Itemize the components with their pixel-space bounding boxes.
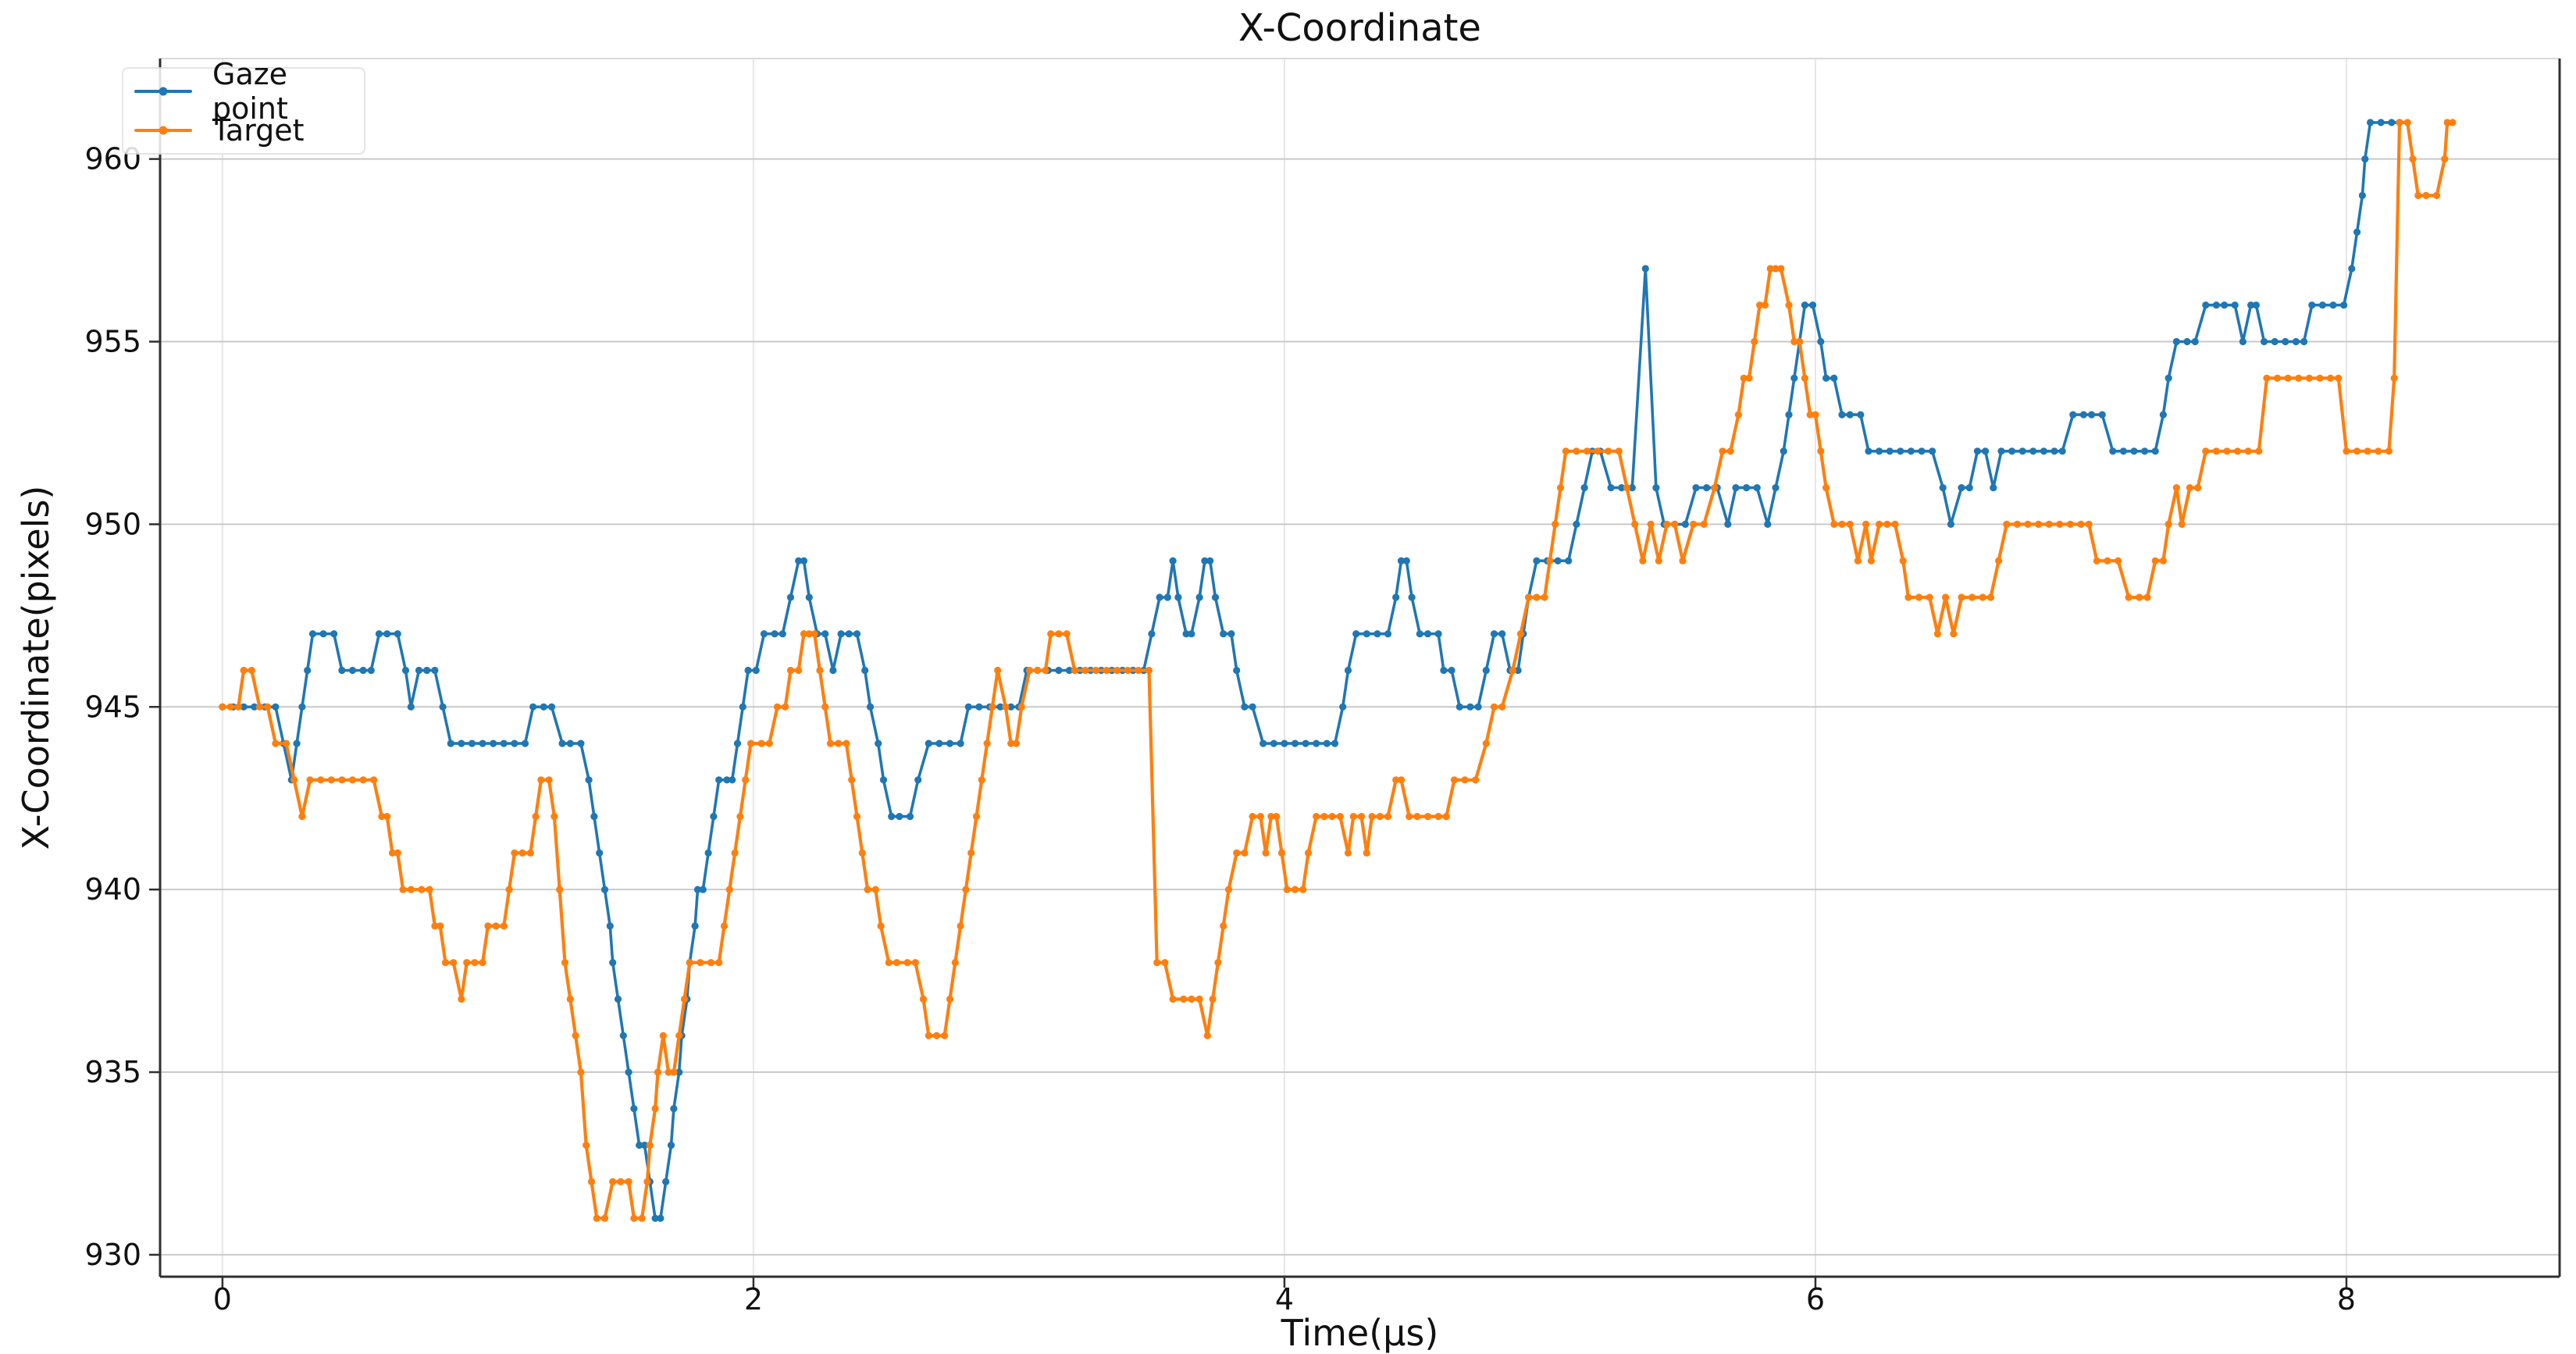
svg-text:955: 955 xyxy=(84,325,141,359)
legend-label-target: Target xyxy=(212,113,305,148)
svg-text:950: 950 xyxy=(84,507,141,541)
gaze-point-line-icon xyxy=(134,86,192,97)
svg-text:935: 935 xyxy=(84,1055,141,1089)
legend-item-gaze-point: Gaze point xyxy=(123,57,364,126)
target-line-icon xyxy=(134,125,192,136)
chart-title: X-Coordinate xyxy=(1238,6,1481,50)
svg-text:4: 4 xyxy=(1275,1282,1294,1317)
legend-label-gaze-point: Gaze point xyxy=(212,57,288,126)
svg-text:945: 945 xyxy=(84,689,141,724)
svg-text:6: 6 xyxy=(1806,1282,1825,1317)
svg-text:940: 940 xyxy=(84,872,141,907)
svg-text:8: 8 xyxy=(2337,1282,2356,1317)
legend: Gaze point Target xyxy=(122,57,365,155)
y-axis-label: X-Coordinate(pixels) xyxy=(15,485,57,850)
legend-item-target: Target xyxy=(123,111,364,150)
svg-text:2: 2 xyxy=(744,1282,763,1317)
svg-text:930: 930 xyxy=(84,1238,141,1272)
x-axis-label: Time(μs) xyxy=(1281,1312,1439,1354)
svg-text:0: 0 xyxy=(213,1282,232,1317)
